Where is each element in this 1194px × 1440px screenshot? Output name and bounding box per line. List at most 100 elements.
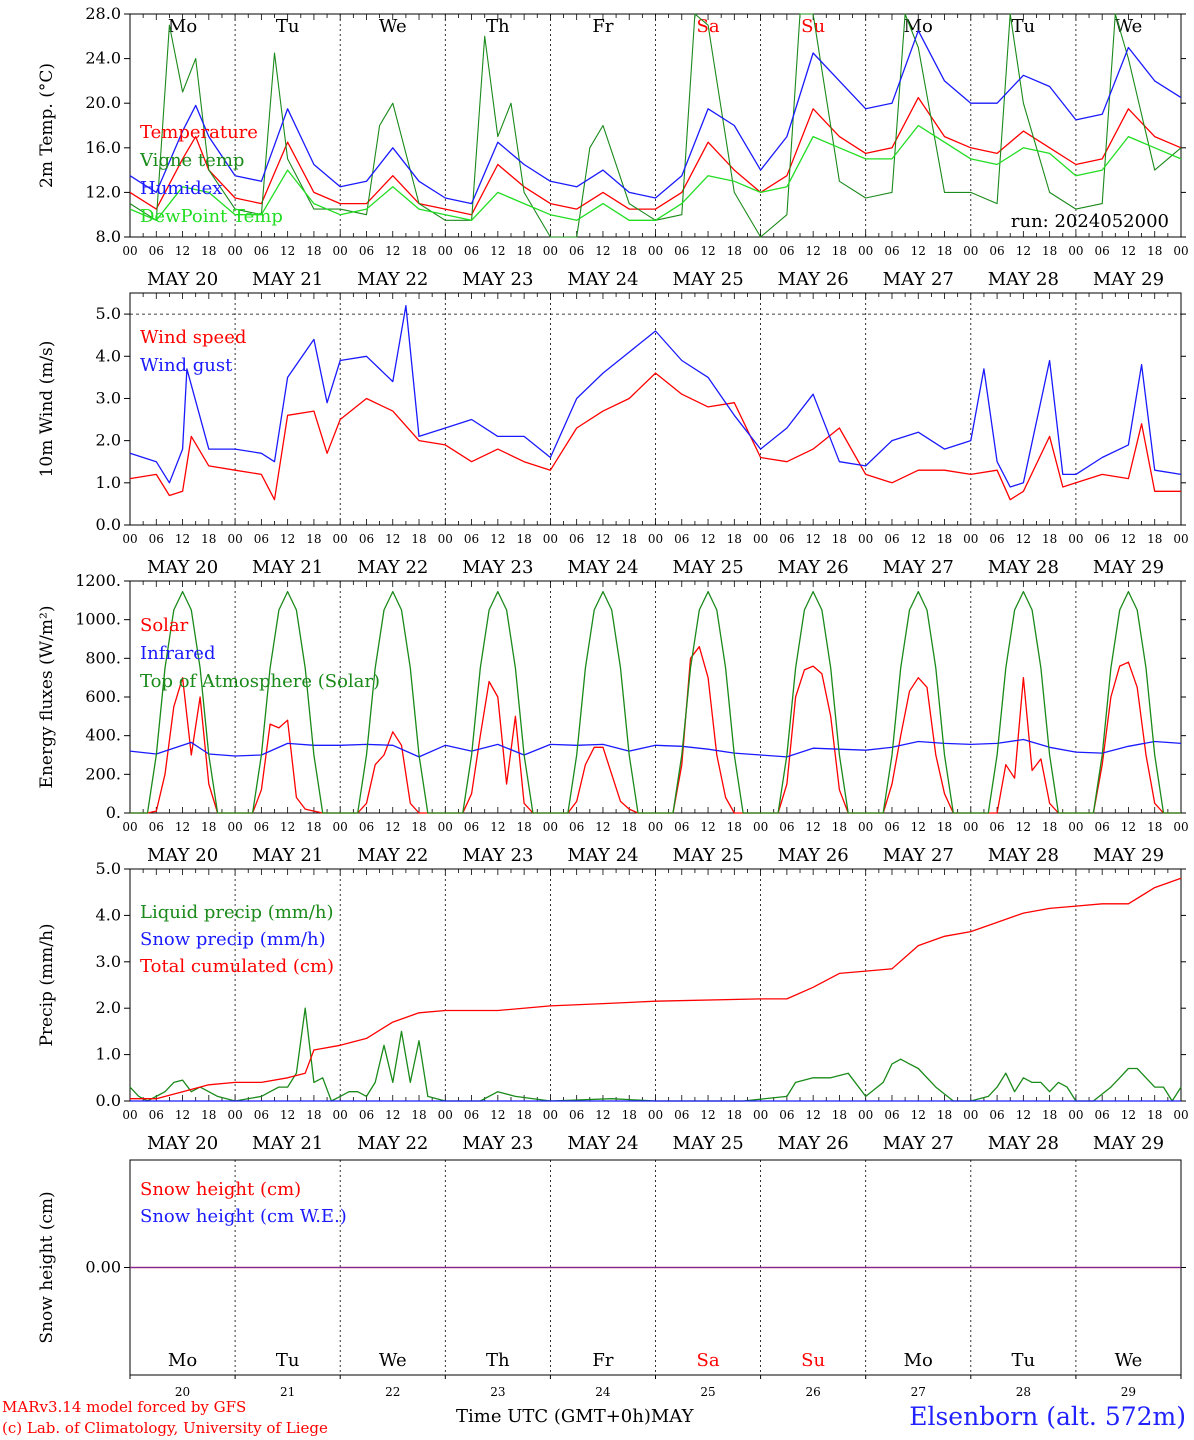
panel1-ytick-label: 28.0 [85, 4, 121, 23]
panel1-hour-label: 00 [543, 244, 558, 258]
panel5-weekday-label: Tu [276, 1350, 300, 1371]
panel4-hour-label: 18 [937, 1108, 952, 1122]
panel1-ylabel: 2m Temp. (°C) [37, 63, 57, 188]
panel1-date-label: MAY 20 [147, 269, 218, 290]
panel3-date-label: MAY 25 [672, 845, 743, 866]
panel1-ytick-label: 16.0 [85, 138, 121, 157]
panel1-legend-entry: Humidex [140, 178, 222, 199]
panel3-hour-label: 00 [858, 820, 873, 834]
panel4-hour-label: 18 [622, 1108, 637, 1122]
panel4-legend-entry: Liquid precip (mm/h) [140, 902, 334, 923]
model-credit: MARv3.14 model forced by GFS [2, 1398, 247, 1416]
time-axis-month: MAY [650, 1406, 694, 1427]
panel3-hour-label: 06 [569, 820, 584, 834]
panel4-hour-label: 00 [753, 1108, 768, 1122]
time-axis-title: Time UTC (GMT+0h) [456, 1406, 651, 1427]
panel3-ytick-label: 1200. [75, 571, 121, 590]
panel4-hour-label: 00 [963, 1108, 978, 1122]
panel4-hour-label: 06 [779, 1108, 794, 1122]
panel3-ytick-label: 400. [85, 726, 121, 745]
panel2-hour-label: 12 [595, 532, 610, 546]
panel1-hour-label: 00 [333, 244, 348, 258]
panel3-date-label: MAY 21 [252, 845, 323, 866]
panel5-day-number: 25 [700, 1385, 715, 1399]
panel3-hour-label: 06 [1095, 820, 1110, 834]
panel2-hour-label: 00 [1068, 532, 1083, 546]
panel2-hour-label: 12 [1121, 532, 1136, 546]
panel2-date-label: MAY 25 [672, 557, 743, 578]
panel3-hour-label: 18 [832, 820, 847, 834]
panel4-hour-label: 06 [149, 1108, 164, 1122]
panel1-ytick-label: 8.0 [96, 227, 121, 246]
panel3-date-label: MAY 27 [883, 845, 954, 866]
panel2-hour-label: 00 [1173, 532, 1188, 546]
panel3-hour-label: 06 [989, 820, 1004, 834]
panel1-hour-label: 00 [858, 244, 873, 258]
panel3-hour-label: 18 [201, 820, 216, 834]
panel5-day-number: 22 [385, 1385, 400, 1399]
panel3-ytick-label: 600. [85, 687, 121, 706]
panel4-hour-label: 06 [254, 1108, 269, 1122]
panel1-series-vigne-temp [129, 13, 1182, 238]
panel2-date-label: MAY 27 [883, 557, 954, 578]
panel1-ytick-label: 20.0 [85, 93, 121, 112]
panel2-hour-label: 06 [884, 532, 899, 546]
panel3-hour-label: 06 [884, 820, 899, 834]
panel3-hour-label: 12 [490, 820, 505, 834]
panel5-weekday-label: Mo [904, 1350, 933, 1371]
panel4-hour-label: 06 [674, 1108, 689, 1122]
panel4-hour-label: 12 [385, 1108, 400, 1122]
panel1-series-temperature [129, 96, 1182, 216]
panel4-ytick-label: 5.0 [96, 859, 121, 878]
panel1-hour-label: 06 [779, 244, 794, 258]
panel2-hour-label: 18 [727, 532, 742, 546]
panel4-legend-entry: Snow precip (mm/h) [140, 929, 326, 950]
panel1-date-label: MAY 23 [462, 269, 533, 290]
panel3-date-label: MAY 20 [147, 845, 218, 866]
panel1-hour-label: 00 [1173, 244, 1188, 258]
panel1-date-label: MAY 25 [672, 269, 743, 290]
panel5-weekday-label: Fr [592, 1350, 613, 1371]
panel2-hour-label: 18 [1147, 532, 1162, 546]
panel5-legend-entry: Snow height (cm) [140, 1179, 301, 1200]
panel1-weekday-label: Mo [168, 16, 197, 37]
run-label: run: 2024052000 [1011, 211, 1169, 232]
panel1-hour-label: 18 [622, 244, 637, 258]
panel3-series-infrared [129, 738, 1182, 758]
copyright-credit: (c) Lab. of Climatology, University of L… [2, 1419, 328, 1437]
panel2-date-label: MAY 26 [778, 557, 849, 578]
panel3-date-label: MAY 24 [567, 845, 638, 866]
panel2-date-label: MAY 21 [252, 557, 323, 578]
panel3-hour-label: 06 [149, 820, 164, 834]
panel3-ytick-label: 200. [85, 764, 121, 783]
panel3-hour-label: 12 [911, 820, 926, 834]
panel2-hour-label: 18 [306, 532, 321, 546]
panel4-date-label: MAY 27 [883, 1133, 954, 1154]
panel3-hour-label: 00 [753, 820, 768, 834]
panel4-hour-label: 12 [175, 1108, 190, 1122]
panel3-hour-label: 06 [779, 820, 794, 834]
panel4-hour-label: 06 [359, 1108, 374, 1122]
panel4-ytick-label: 2.0 [96, 998, 121, 1017]
panel3-date-label: MAY 22 [357, 845, 428, 866]
panel5-weekday-label: Su [801, 1350, 825, 1371]
panel3-date-label: MAY 26 [778, 845, 849, 866]
panel2-hour-label: 18 [832, 532, 847, 546]
panel5-weekday-label: Th [486, 1350, 510, 1371]
panel4-hour-label: 18 [832, 1108, 847, 1122]
panel4-ytick-label: 3.0 [96, 952, 121, 971]
panel3-hour-label: 18 [516, 820, 531, 834]
panel2-hour-label: 00 [333, 532, 348, 546]
panel4-hour-label: 12 [806, 1108, 821, 1122]
panel3-date-label: MAY 23 [462, 845, 533, 866]
panel3-hour-label: 00 [648, 820, 663, 834]
panel1-hour-label: 12 [280, 244, 295, 258]
panel2-ytick-label: 3.0 [96, 388, 121, 407]
panel2-hour-label: 06 [569, 532, 584, 546]
panel2-hour-label: 00 [858, 532, 873, 546]
panel3-hour-label: 12 [280, 820, 295, 834]
panel1-hour-label: 12 [806, 244, 821, 258]
panel1-weekday-label: Fr [592, 16, 613, 37]
panel1-hour-label: 18 [727, 244, 742, 258]
panel3-hour-label: 12 [1121, 820, 1136, 834]
